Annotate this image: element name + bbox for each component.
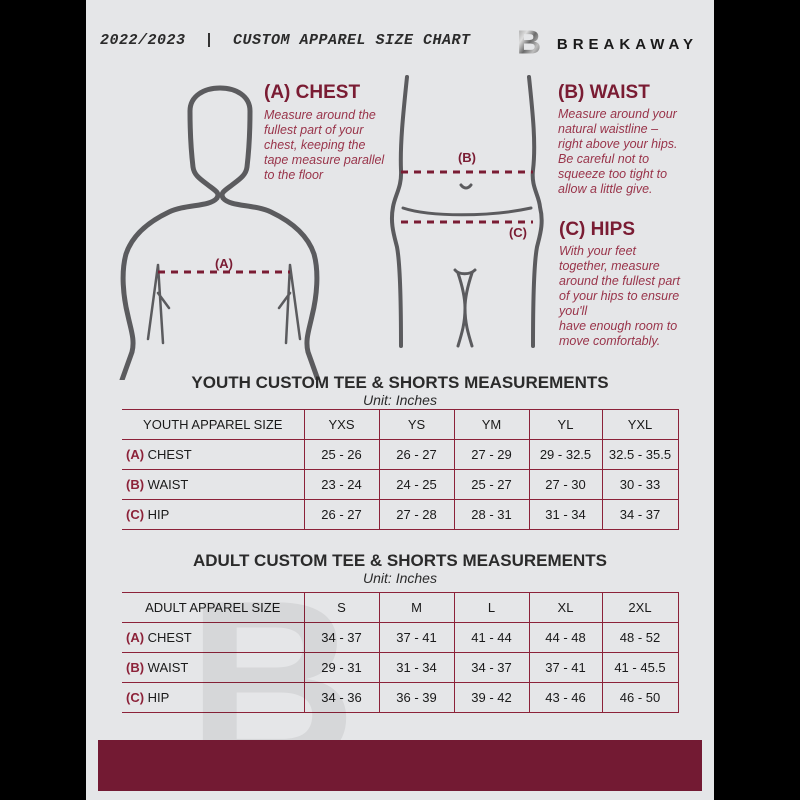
svg-text:(A): (A) bbox=[215, 256, 233, 271]
svg-text:(C): (C) bbox=[509, 225, 527, 240]
svg-text:B: B bbox=[517, 25, 541, 62]
svg-text:(B): (B) bbox=[458, 150, 476, 165]
